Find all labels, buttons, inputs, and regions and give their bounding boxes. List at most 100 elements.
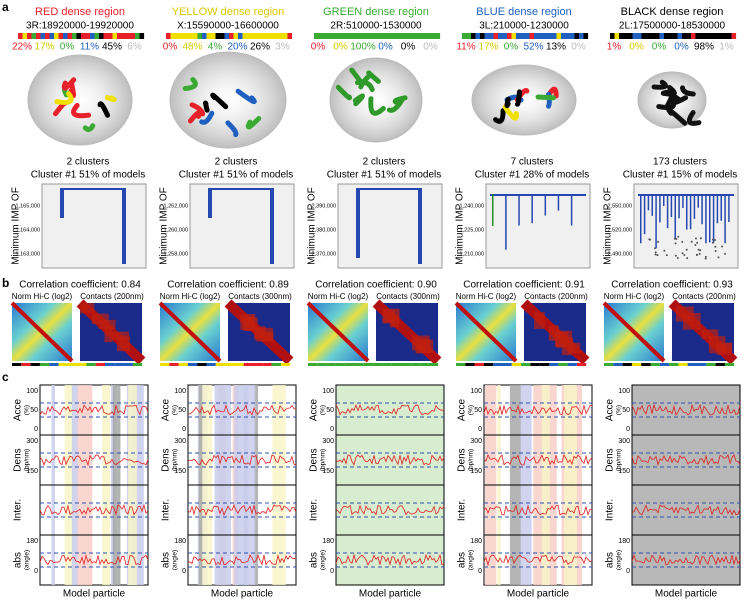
region-color-bar [570, 33, 575, 39]
heatmap-strip [169, 363, 179, 366]
heatmap-strip [530, 363, 540, 366]
dendrogram-leaf [663, 249, 666, 252]
region-color-bar [327, 33, 333, 39]
heatmap-strip [58, 363, 68, 366]
chromatin-fiber [651, 79, 668, 90]
region-color-bar [619, 33, 624, 39]
region-color-bar [220, 33, 225, 39]
track-trace [39, 454, 149, 467]
dendrogram-leaf [698, 252, 701, 255]
region-color-bar [63, 33, 68, 39]
heatmap-strip [474, 363, 484, 366]
dendrogram-branch [270, 188, 274, 264]
contacts-patch [701, 329, 719, 339]
region-color-bar [72, 33, 77, 39]
region-color-bar [718, 33, 723, 39]
heatmap-strip [335, 363, 346, 366]
region-percent: 0% [423, 42, 438, 53]
contacts-patch [243, 317, 258, 331]
chromatin-fiber [182, 77, 198, 92]
track-unit: (angle) [172, 550, 179, 570]
heatmap-strip [243, 363, 253, 366]
region-color-bar [700, 33, 705, 39]
track-trace [483, 554, 593, 567]
model-envelope [27, 54, 133, 146]
region-color-bar [354, 33, 360, 39]
region-percent: 0% [629, 42, 644, 53]
dendrogram-ylabel: Minimum IMP OF [11, 187, 22, 265]
region-color-bar [372, 33, 378, 39]
region-color-bar [502, 33, 508, 39]
region-color-bar [561, 33, 566, 39]
track-tick: 180 [618, 538, 630, 545]
heatmap-strip [659, 363, 670, 366]
dendrogram-ylabel: Minimum IMP OF [159, 187, 170, 265]
dendrogram-branch [60, 188, 64, 218]
track-tick: 180 [470, 538, 482, 545]
track-tick: 0 [626, 568, 630, 575]
region-color-bar [247, 33, 252, 39]
chromatin-fiber [515, 89, 522, 107]
cluster-count: 2 clusters [67, 157, 110, 168]
region-color-bar [238, 33, 243, 39]
dendrogram-branch [505, 194, 507, 250]
region-color-bar [251, 33, 257, 39]
track-unit: (bp/nm) [616, 449, 623, 471]
dendrogram-branch [663, 194, 665, 207]
hic-label: Norm Hi-C (log2) [308, 292, 369, 301]
region-coords: 2R:510000-1530000 [330, 21, 422, 32]
track-tick: 0 [34, 568, 38, 575]
region-color-bar [224, 33, 230, 39]
chromatin-fiber [54, 91, 74, 105]
region-color-bar [399, 33, 405, 39]
region-percent: 13% [546, 42, 566, 53]
dendrogram-ytick: 2,490,000 [608, 251, 632, 257]
dendrogram-leaf [711, 241, 714, 244]
region-color-bar [525, 33, 530, 39]
cluster-count: 173 clusters [653, 157, 707, 168]
region-color-bar [49, 33, 55, 39]
track-unit: (bp/nm) [468, 449, 475, 471]
chromatin-fiber [203, 100, 210, 113]
track-tick: 0 [330, 426, 334, 433]
chromatin-fiber [666, 107, 688, 126]
region-color-bar [81, 33, 86, 39]
dendrogram-leaf [694, 237, 697, 240]
region-color-bar [404, 33, 409, 39]
heatmap-strip [401, 363, 411, 366]
track-label: Inter. [161, 499, 172, 521]
chromatin-fiber [71, 102, 92, 119]
dendrogram-branch [557, 194, 560, 211]
chromatin-fiber [535, 94, 556, 101]
dendrogram-leaf [695, 254, 698, 257]
dendrogram-ylabel: Minimum IMP OF [307, 187, 318, 265]
contacts-label: Contacts (200nm) [524, 292, 588, 301]
model-envelope [471, 64, 577, 136]
chromatin-fiber [210, 92, 229, 110]
track-trace [631, 403, 741, 416]
dendrogram-branch [709, 194, 711, 243]
chromatin-fiber [82, 123, 96, 132]
region-percent: 17% [478, 42, 498, 53]
region-percent: 1% [607, 42, 622, 53]
heatmap-strip [132, 363, 143, 366]
chromatin-fiber [61, 77, 77, 91]
contacts-patch [80, 303, 95, 314]
heatmap-strip [465, 363, 475, 366]
region-color-bar [677, 33, 683, 39]
track-trace [335, 453, 445, 466]
region-color-bar [166, 33, 171, 39]
region-title: YELLOW dense region [172, 6, 285, 18]
region-color-bar [215, 33, 221, 39]
region-color-bar [655, 33, 660, 39]
dendrogram-branch [544, 194, 547, 216]
dendrogram-branch [697, 194, 699, 208]
contacts-patch [416, 339, 434, 353]
track-label: Inter. [605, 499, 616, 521]
chromatin-fiber [335, 84, 353, 101]
heatmap-strip [30, 363, 40, 366]
region-color-bar [345, 33, 351, 39]
heatmap-strip [631, 363, 642, 366]
region-color-bar [126, 33, 131, 39]
region-color-bar [27, 33, 32, 39]
